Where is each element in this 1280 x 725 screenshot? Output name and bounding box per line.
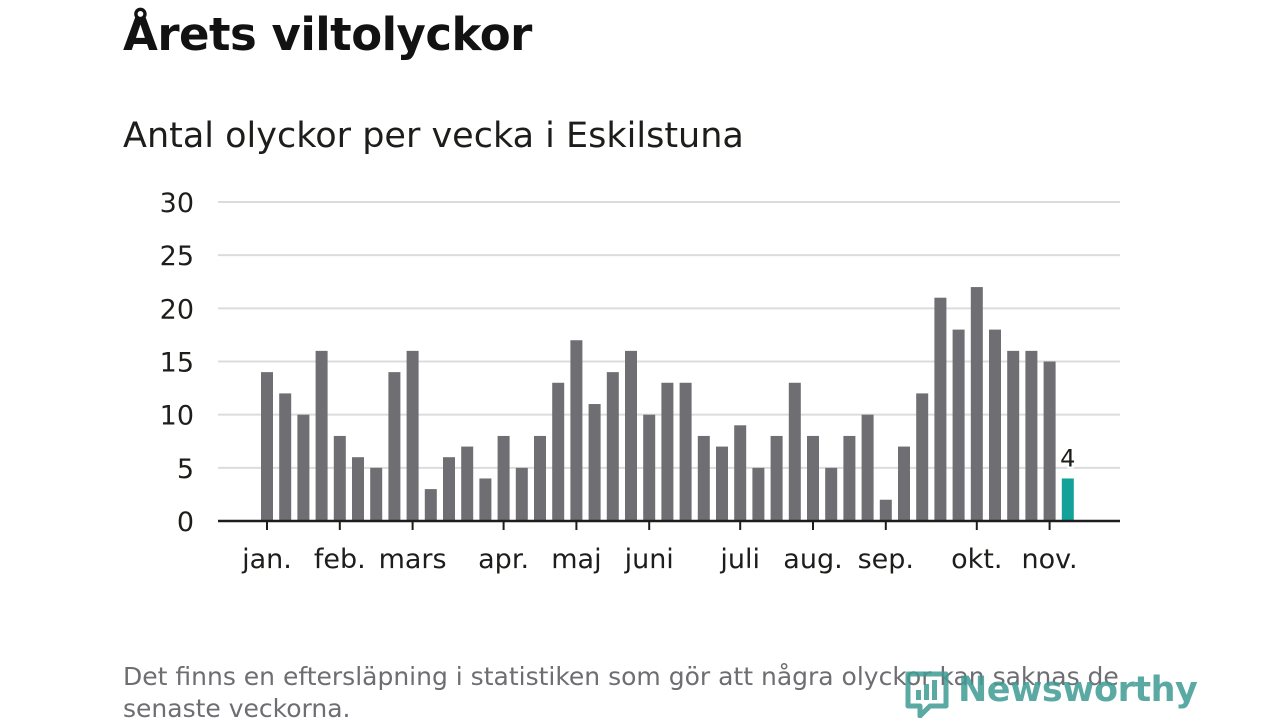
bar xyxy=(661,382,674,521)
bar xyxy=(843,435,856,521)
x-tick-label: maj xyxy=(551,544,601,575)
y-tick-label: 5 xyxy=(177,454,194,485)
bar xyxy=(534,435,546,521)
bar xyxy=(879,499,892,521)
bar xyxy=(807,435,819,521)
bar xyxy=(861,414,874,521)
x-tick-label: nov. xyxy=(1022,544,1078,575)
bar xyxy=(952,329,965,521)
bar-highlight xyxy=(1061,478,1074,521)
bar xyxy=(352,457,364,521)
x-tick-label: okt. xyxy=(951,544,1002,575)
y-axis-ticks: 0 5 10 15 20 25 30 xyxy=(160,188,194,538)
x-tick-label: juli xyxy=(719,544,760,575)
x-tick-label: aug. xyxy=(783,544,842,575)
y-tick-label: 25 xyxy=(160,241,194,272)
footnote: Det finns en eftersläpning i statistiken… xyxy=(123,662,1119,723)
bar xyxy=(643,414,656,521)
chart-subtitle: Antal olyckor per vecka i Eskilstuna xyxy=(123,116,744,156)
y-tick-label: 10 xyxy=(160,401,194,432)
y-tick-label: 0 xyxy=(177,507,194,538)
bar xyxy=(461,446,474,521)
bar xyxy=(625,350,637,521)
bar xyxy=(279,393,292,521)
bar xyxy=(788,382,801,521)
bar xyxy=(261,372,273,521)
bar xyxy=(898,446,910,521)
data-labels: 4 xyxy=(1058,442,1077,474)
bar xyxy=(770,435,783,521)
bar xyxy=(970,287,983,521)
x-tick-label: mars xyxy=(379,544,447,575)
bar xyxy=(752,467,765,521)
weekly-accidents-bar-chart: 0 5 10 15 20 25 30 jan. feb. mars apr. maj juni juli… xyxy=(160,188,1120,575)
bar xyxy=(1043,361,1056,521)
bar xyxy=(825,467,838,521)
x-tick-label: jan. xyxy=(241,544,292,575)
page-title: Årets viltolyckor xyxy=(123,8,532,61)
bar xyxy=(333,435,346,521)
bar xyxy=(297,414,310,521)
bar xyxy=(570,340,583,521)
bar xyxy=(424,489,437,521)
bar xyxy=(989,329,1001,521)
bar xyxy=(679,382,692,521)
bar xyxy=(916,393,929,521)
bar-chart-logo-icon xyxy=(905,671,949,718)
y-tick-label: 15 xyxy=(160,348,194,379)
bar xyxy=(515,467,528,521)
bar xyxy=(370,467,383,521)
logo-text: Newsworthy xyxy=(958,670,1198,710)
bar xyxy=(1007,350,1020,521)
bars xyxy=(261,287,1074,521)
bar xyxy=(479,478,492,521)
bar xyxy=(734,425,747,521)
x-axis-ticks: jan. feb. mars apr. maj juni juli aug. sep. okt. n… xyxy=(241,521,1078,575)
bar xyxy=(1025,350,1038,521)
bar xyxy=(934,297,947,521)
x-tick-label: apr. xyxy=(478,544,529,575)
bar xyxy=(497,435,510,521)
bar xyxy=(406,350,419,521)
bar xyxy=(443,457,455,521)
bar xyxy=(697,435,710,521)
data-label: 4 xyxy=(1060,444,1075,472)
y-tick-label: 30 xyxy=(160,188,194,219)
y-tick-label: 20 xyxy=(160,294,194,325)
bar xyxy=(388,372,401,521)
bar xyxy=(588,404,601,521)
bar xyxy=(606,372,619,521)
newsworthy-logo: Newsworthy xyxy=(904,668,1198,720)
x-tick-label: feb. xyxy=(314,544,366,575)
x-tick-label: juni xyxy=(624,544,674,575)
bar xyxy=(716,446,728,521)
bar xyxy=(315,350,328,521)
bar xyxy=(552,382,565,521)
x-tick-label: sep. xyxy=(858,544,914,575)
